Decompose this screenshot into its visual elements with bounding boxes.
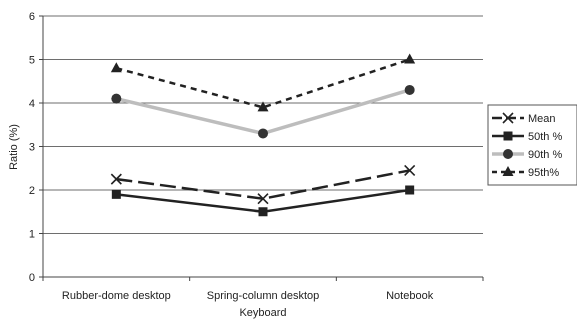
x-axis-label: Keyboard	[239, 307, 286, 319]
y-tick-label: 1	[29, 229, 35, 241]
legend-item: 95th%	[492, 166, 559, 179]
y-tick-label: 5	[29, 55, 35, 67]
legend-marker	[503, 149, 513, 159]
x-tick-label: Spring-column desktop	[207, 290, 320, 302]
legend-label: 95th%	[528, 167, 559, 179]
grid	[43, 15, 483, 278]
legend-marker	[502, 166, 514, 176]
data-point	[110, 173, 122, 185]
legend-label: Mean	[528, 113, 556, 125]
series-1	[111, 185, 415, 217]
x-tick-label: Rubber-dome desktop	[62, 290, 171, 302]
data-point	[111, 189, 121, 199]
series-layer	[110, 53, 416, 217]
y-tick-label: 4	[29, 98, 35, 110]
data-point	[110, 62, 122, 73]
data-point	[404, 53, 416, 64]
series-0	[110, 164, 416, 205]
legend-marker	[502, 112, 514, 124]
data-point	[405, 185, 415, 195]
legend-marker	[503, 131, 513, 141]
data-point	[257, 101, 269, 112]
data-point	[111, 93, 122, 104]
axes: 0 1 2 3 4 5 6 Rubber-dome desktop Spring-column …	[29, 11, 484, 302]
y-tick-label: 2	[29, 185, 35, 197]
data-point	[404, 164, 416, 176]
series-line	[115, 88, 411, 136]
data-point	[257, 193, 269, 205]
legend-label: 90th %	[528, 149, 562, 161]
legend-item: 50th %	[492, 131, 562, 143]
series-line	[116, 169, 410, 200]
legend-item: 90th %	[492, 149, 562, 161]
data-point	[258, 128, 268, 139]
series-line	[116, 58, 411, 109]
data-point	[258, 207, 268, 217]
x-tick-label: Notebook	[386, 290, 434, 302]
legend-label: 50th %	[528, 131, 562, 143]
y-tick-label: 3	[29, 142, 35, 154]
series-2	[111, 84, 415, 139]
data-point	[404, 84, 415, 95]
y-axis-label: Ratio (%)	[8, 124, 20, 170]
legend-item: Mean	[492, 112, 556, 125]
y-tick-label: 0	[29, 272, 35, 284]
series-3	[110, 53, 416, 112]
legend: Mean 50th % 90th % 95th%	[487, 104, 577, 186]
y-tick-label: 6	[29, 11, 35, 23]
